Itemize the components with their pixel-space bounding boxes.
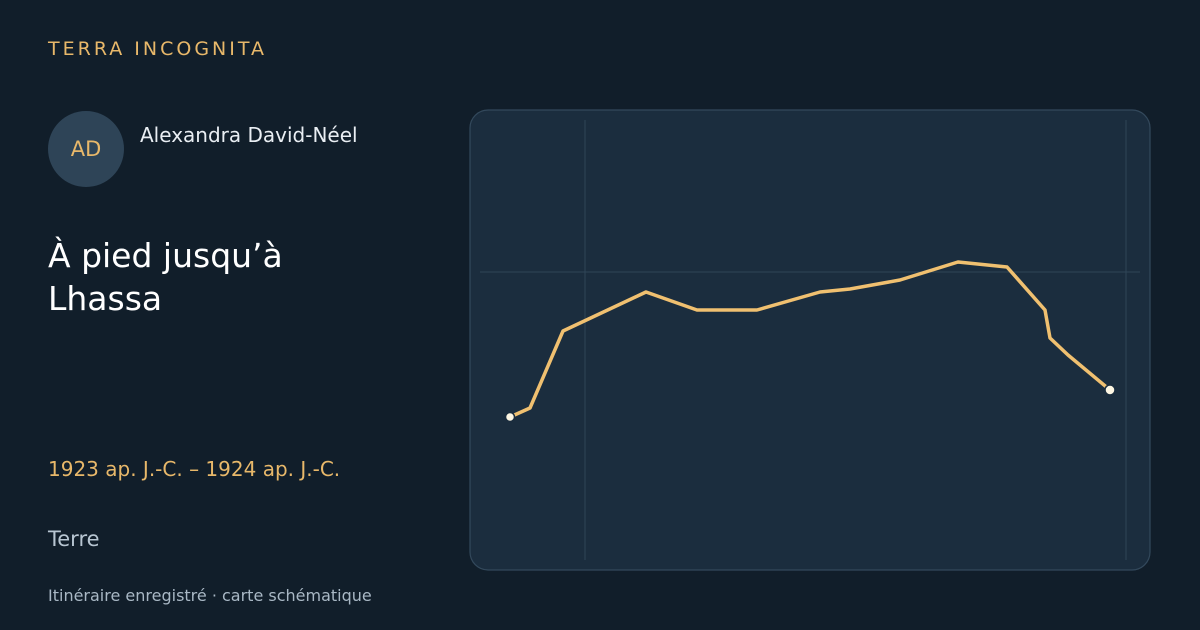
route-start [504,411,516,423]
author-name: Alexandra David-Néel [140,123,358,147]
route-map [469,109,1151,571]
journey-title: À pied jusqu’à Lhassa [48,236,283,318]
route-line [508,260,1112,419]
brand: TERRA INCOGNITA [48,38,267,60]
avatar: AD [48,111,124,187]
route-end [1104,384,1116,396]
map-panel [469,109,1151,571]
journey-dates: 1923 ap. J.-C. – 1924 ap. J.-C. [48,457,341,481]
journey-place: Terre [48,527,100,551]
footer-note: Itinéraire enregistré · carte schématiqu… [48,586,372,605]
